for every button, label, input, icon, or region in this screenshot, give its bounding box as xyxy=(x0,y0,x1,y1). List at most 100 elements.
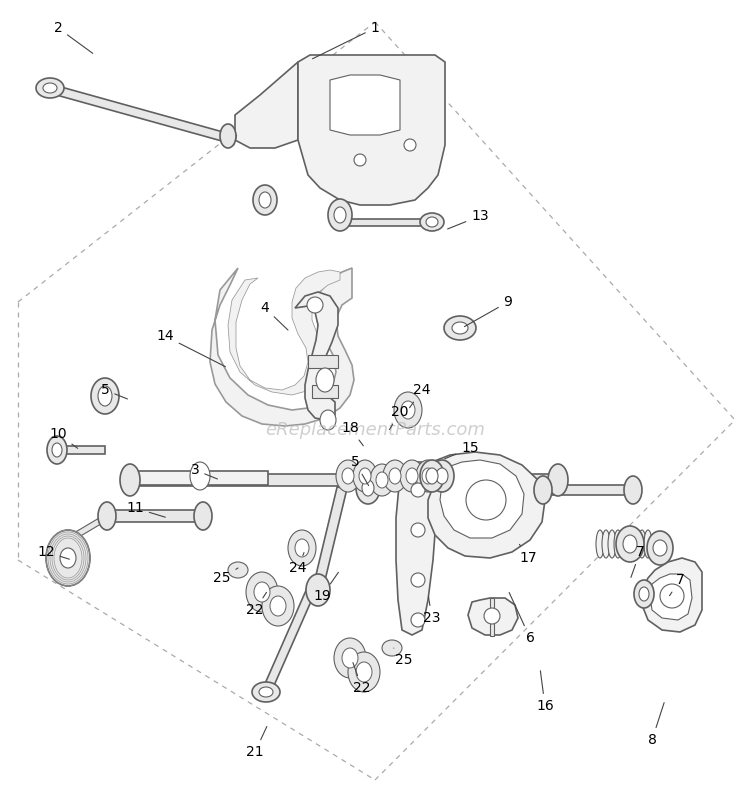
Polygon shape xyxy=(138,471,268,485)
Ellipse shape xyxy=(98,386,112,406)
Ellipse shape xyxy=(259,687,273,697)
Ellipse shape xyxy=(334,638,366,678)
Polygon shape xyxy=(428,452,545,558)
Ellipse shape xyxy=(190,462,210,490)
Ellipse shape xyxy=(422,468,434,484)
Ellipse shape xyxy=(194,502,212,530)
Ellipse shape xyxy=(620,530,628,558)
Ellipse shape xyxy=(647,531,673,565)
Ellipse shape xyxy=(444,316,476,340)
Ellipse shape xyxy=(359,468,371,484)
Polygon shape xyxy=(314,487,346,589)
Polygon shape xyxy=(295,292,338,420)
Ellipse shape xyxy=(306,574,330,606)
Polygon shape xyxy=(490,598,494,636)
Ellipse shape xyxy=(634,580,654,608)
Ellipse shape xyxy=(342,648,358,668)
Ellipse shape xyxy=(336,460,360,492)
Ellipse shape xyxy=(252,682,280,702)
Polygon shape xyxy=(312,385,338,398)
Ellipse shape xyxy=(370,464,394,496)
Ellipse shape xyxy=(60,548,76,568)
Circle shape xyxy=(484,608,500,624)
Ellipse shape xyxy=(382,640,402,656)
Circle shape xyxy=(411,573,425,587)
Polygon shape xyxy=(338,218,430,226)
Polygon shape xyxy=(128,474,560,486)
Circle shape xyxy=(404,139,416,151)
Ellipse shape xyxy=(253,185,277,215)
Text: 12: 12 xyxy=(38,545,69,559)
Polygon shape xyxy=(210,268,354,426)
Ellipse shape xyxy=(436,468,448,484)
Ellipse shape xyxy=(120,464,140,496)
Ellipse shape xyxy=(316,368,334,392)
Circle shape xyxy=(411,613,425,627)
Ellipse shape xyxy=(639,587,649,601)
Ellipse shape xyxy=(356,472,380,504)
Text: 10: 10 xyxy=(50,427,78,448)
Ellipse shape xyxy=(401,401,415,419)
Text: 24: 24 xyxy=(290,553,307,575)
Text: 25: 25 xyxy=(394,648,412,667)
Polygon shape xyxy=(468,598,518,635)
Ellipse shape xyxy=(548,464,568,496)
Ellipse shape xyxy=(638,530,646,558)
Ellipse shape xyxy=(91,378,119,414)
Circle shape xyxy=(411,523,425,537)
Polygon shape xyxy=(46,84,236,144)
Ellipse shape xyxy=(43,83,57,93)
Ellipse shape xyxy=(342,468,354,484)
Ellipse shape xyxy=(430,460,454,492)
Ellipse shape xyxy=(616,526,644,562)
Ellipse shape xyxy=(376,472,388,488)
Text: 1: 1 xyxy=(313,21,380,59)
Text: 24: 24 xyxy=(410,383,430,408)
Text: 14: 14 xyxy=(156,329,226,367)
Polygon shape xyxy=(440,460,524,538)
Text: 9: 9 xyxy=(464,295,512,326)
Text: 20: 20 xyxy=(389,405,409,430)
Text: 17: 17 xyxy=(519,544,537,565)
Ellipse shape xyxy=(36,78,64,98)
Ellipse shape xyxy=(383,460,407,492)
Ellipse shape xyxy=(602,530,610,558)
Text: 22: 22 xyxy=(353,663,370,695)
Polygon shape xyxy=(298,55,445,205)
Ellipse shape xyxy=(608,530,616,558)
Ellipse shape xyxy=(220,124,236,148)
Polygon shape xyxy=(67,515,106,542)
Ellipse shape xyxy=(626,530,634,558)
Ellipse shape xyxy=(406,468,418,484)
Ellipse shape xyxy=(624,476,642,504)
Ellipse shape xyxy=(348,652,380,692)
Ellipse shape xyxy=(416,460,440,492)
Circle shape xyxy=(411,483,425,497)
Polygon shape xyxy=(540,485,635,495)
Text: eReplacementParts.com: eReplacementParts.com xyxy=(265,421,485,439)
Text: 23: 23 xyxy=(423,596,441,625)
Ellipse shape xyxy=(534,476,552,504)
Ellipse shape xyxy=(288,530,316,566)
Text: 19: 19 xyxy=(314,572,338,603)
Text: 7: 7 xyxy=(631,545,644,577)
Ellipse shape xyxy=(334,207,346,223)
Ellipse shape xyxy=(420,213,444,231)
Ellipse shape xyxy=(262,586,294,626)
Text: 5: 5 xyxy=(350,455,368,485)
Polygon shape xyxy=(105,510,205,522)
Text: 2: 2 xyxy=(54,21,93,53)
Polygon shape xyxy=(228,270,340,395)
Text: 21: 21 xyxy=(246,726,267,759)
Polygon shape xyxy=(235,62,298,148)
Ellipse shape xyxy=(426,217,438,227)
Text: 16: 16 xyxy=(536,671,554,713)
Ellipse shape xyxy=(623,535,637,553)
Circle shape xyxy=(660,584,684,608)
Text: 8: 8 xyxy=(647,703,664,747)
Ellipse shape xyxy=(452,322,468,334)
Text: 18: 18 xyxy=(341,421,363,446)
Ellipse shape xyxy=(644,530,652,558)
Ellipse shape xyxy=(394,392,422,428)
Ellipse shape xyxy=(362,480,374,496)
